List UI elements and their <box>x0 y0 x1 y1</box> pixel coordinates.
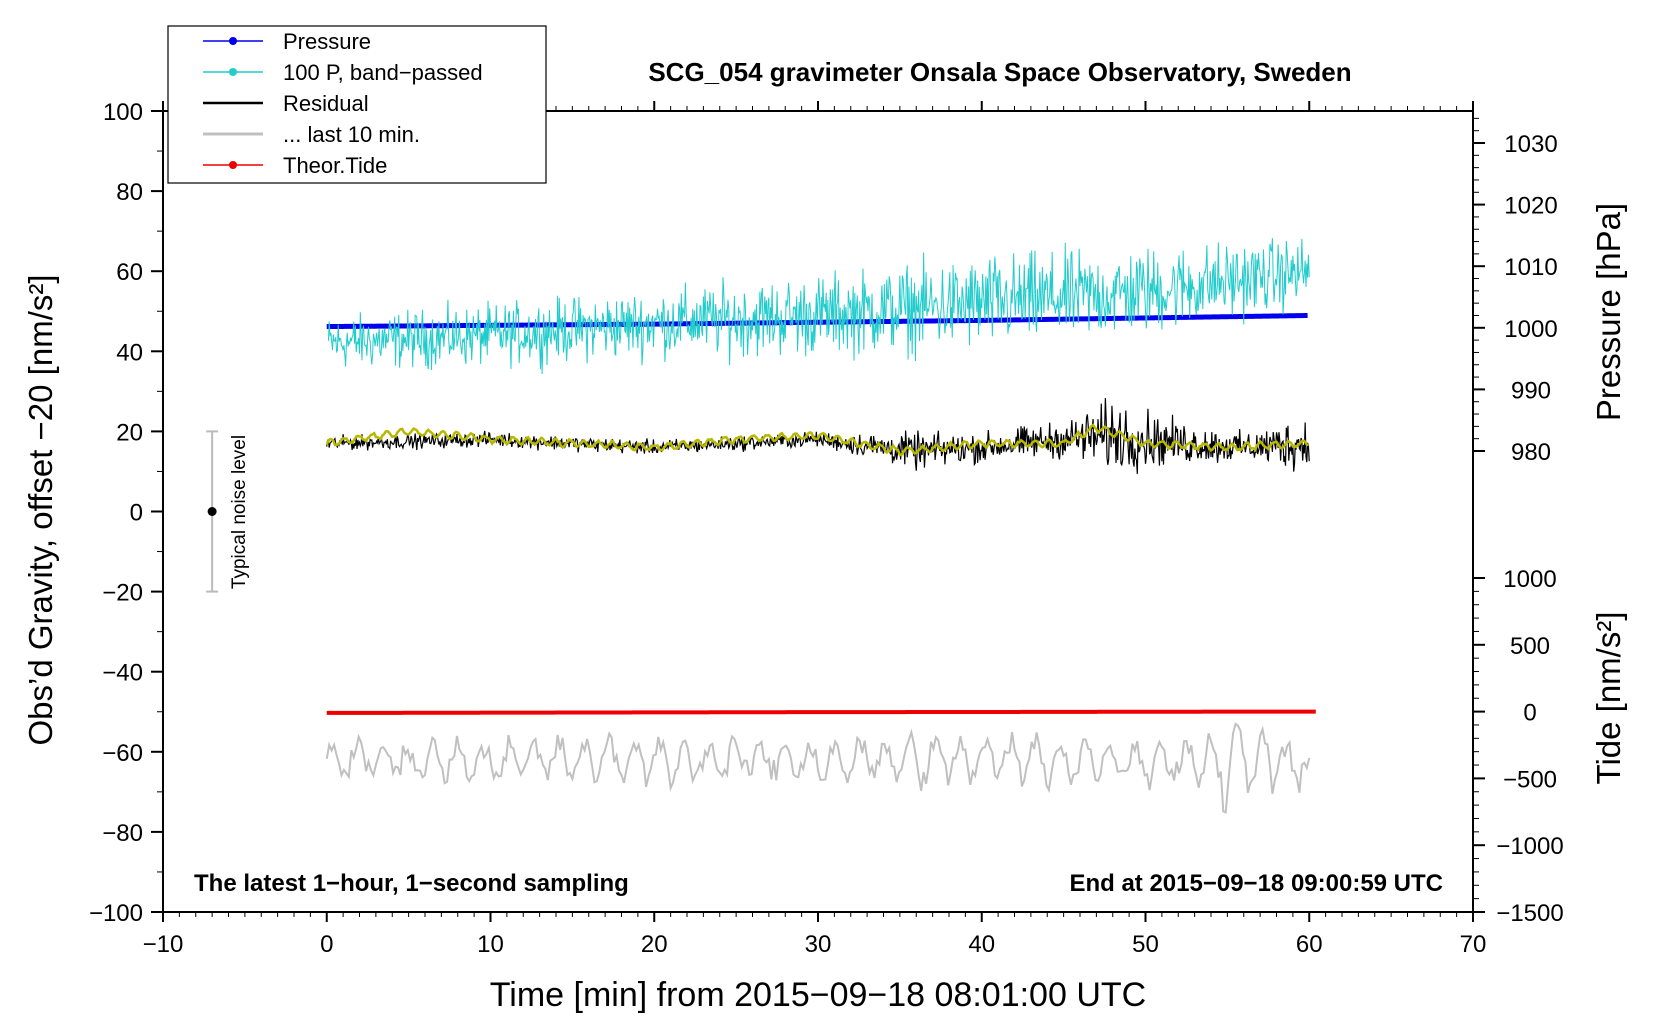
pressure-tick-label: 980 <box>1511 439 1551 466</box>
note-sampling: The latest 1−hour, 1−second sampling <box>194 870 629 897</box>
legend-marker <box>229 161 237 169</box>
y-tick-label: 60 <box>116 259 143 286</box>
axes-layer: −10 0 10 20 30 40 50 60 70−100−80−60−40−20020406… <box>89 99 1564 958</box>
pressure-tick-label: 1030 <box>1504 131 1557 158</box>
pressure-tick-label: 1020 <box>1504 193 1557 220</box>
x-tick-label: 60 <box>1296 931 1323 958</box>
x-tick-label: 10 <box>477 931 504 958</box>
legend-label: ... last 10 min. <box>283 122 420 147</box>
chart-title: SCG_054 gravimeter Onsala Space Observat… <box>648 57 1351 87</box>
pressure-bandpassed-line <box>327 238 1310 374</box>
tide-tick-label: 1000 <box>1503 566 1556 593</box>
tide-tick-label: −500 <box>1503 766 1557 793</box>
y-tick-label: −20 <box>102 580 143 607</box>
last-10-min-line <box>325 722 1311 814</box>
y-tick-label: 20 <box>116 419 143 446</box>
legend-label: Pressure <box>283 29 371 54</box>
series-layer <box>206 238 1316 814</box>
x-tick-label: 30 <box>805 931 832 958</box>
legend-label: 100 P, band−passed <box>283 60 483 85</box>
x-axis-label: Time [min] from 2015−09−18 08:01:00 UTC <box>490 976 1146 1014</box>
theor-tide-line <box>326 709 1316 715</box>
tide-tick-label: −1500 <box>1496 900 1563 927</box>
y-tick-label: 100 <box>103 99 143 126</box>
x-tick-label: 70 <box>1460 931 1487 958</box>
y-axis-label-pressure: Pressure [hPa] <box>1590 203 1627 421</box>
y-tick-label: −80 <box>102 820 143 847</box>
noise-bar-center <box>207 507 217 516</box>
x-tick-label: 50 <box>1132 931 1159 958</box>
x-tick-label: 0 <box>320 931 333 958</box>
legend-box <box>167 25 547 184</box>
noise-level-label: Typical noise level <box>229 435 250 589</box>
y-tick-label: −60 <box>102 740 143 767</box>
y-tick-label: 40 <box>116 339 143 366</box>
y-tick-label: 0 <box>130 500 143 527</box>
plot-frame <box>162 110 1474 913</box>
legend: Pressure 100 P, band−passed Residual ... la… <box>167 25 547 184</box>
legend-label: Theor.Tide <box>283 153 387 178</box>
legend-marker <box>229 68 237 76</box>
pressure-tick-label: 1010 <box>1504 254 1557 281</box>
x-tick-label: 20 <box>641 931 668 958</box>
y-tick-label: −100 <box>89 900 143 927</box>
y-tick-label: −40 <box>102 660 143 687</box>
residual-smoothed-line <box>325 423 1309 457</box>
tide-tick-label: −1000 <box>1496 833 1563 860</box>
tide-tick-label: 0 <box>1523 700 1536 727</box>
y-axis-label-tide: Tide [nm/s²] <box>1590 612 1627 785</box>
legend-label: Residual <box>283 91 369 116</box>
tide-tick-label: 500 <box>1510 633 1550 660</box>
x-tick-label: 40 <box>968 931 995 958</box>
note-end-time: End at 2015−09−18 09:00:59 UTC <box>1069 870 1443 897</box>
x-tick-label: −10 <box>143 931 184 958</box>
y-axis-label-left: Obs’d Gravity, offset −20 [nm/s²] <box>22 274 59 745</box>
legend-marker <box>229 37 237 45</box>
pressure-tick-label: 990 <box>1511 377 1551 404</box>
y-tick-label: 80 <box>116 179 143 206</box>
pressure-tick-label: 1000 <box>1504 316 1557 343</box>
